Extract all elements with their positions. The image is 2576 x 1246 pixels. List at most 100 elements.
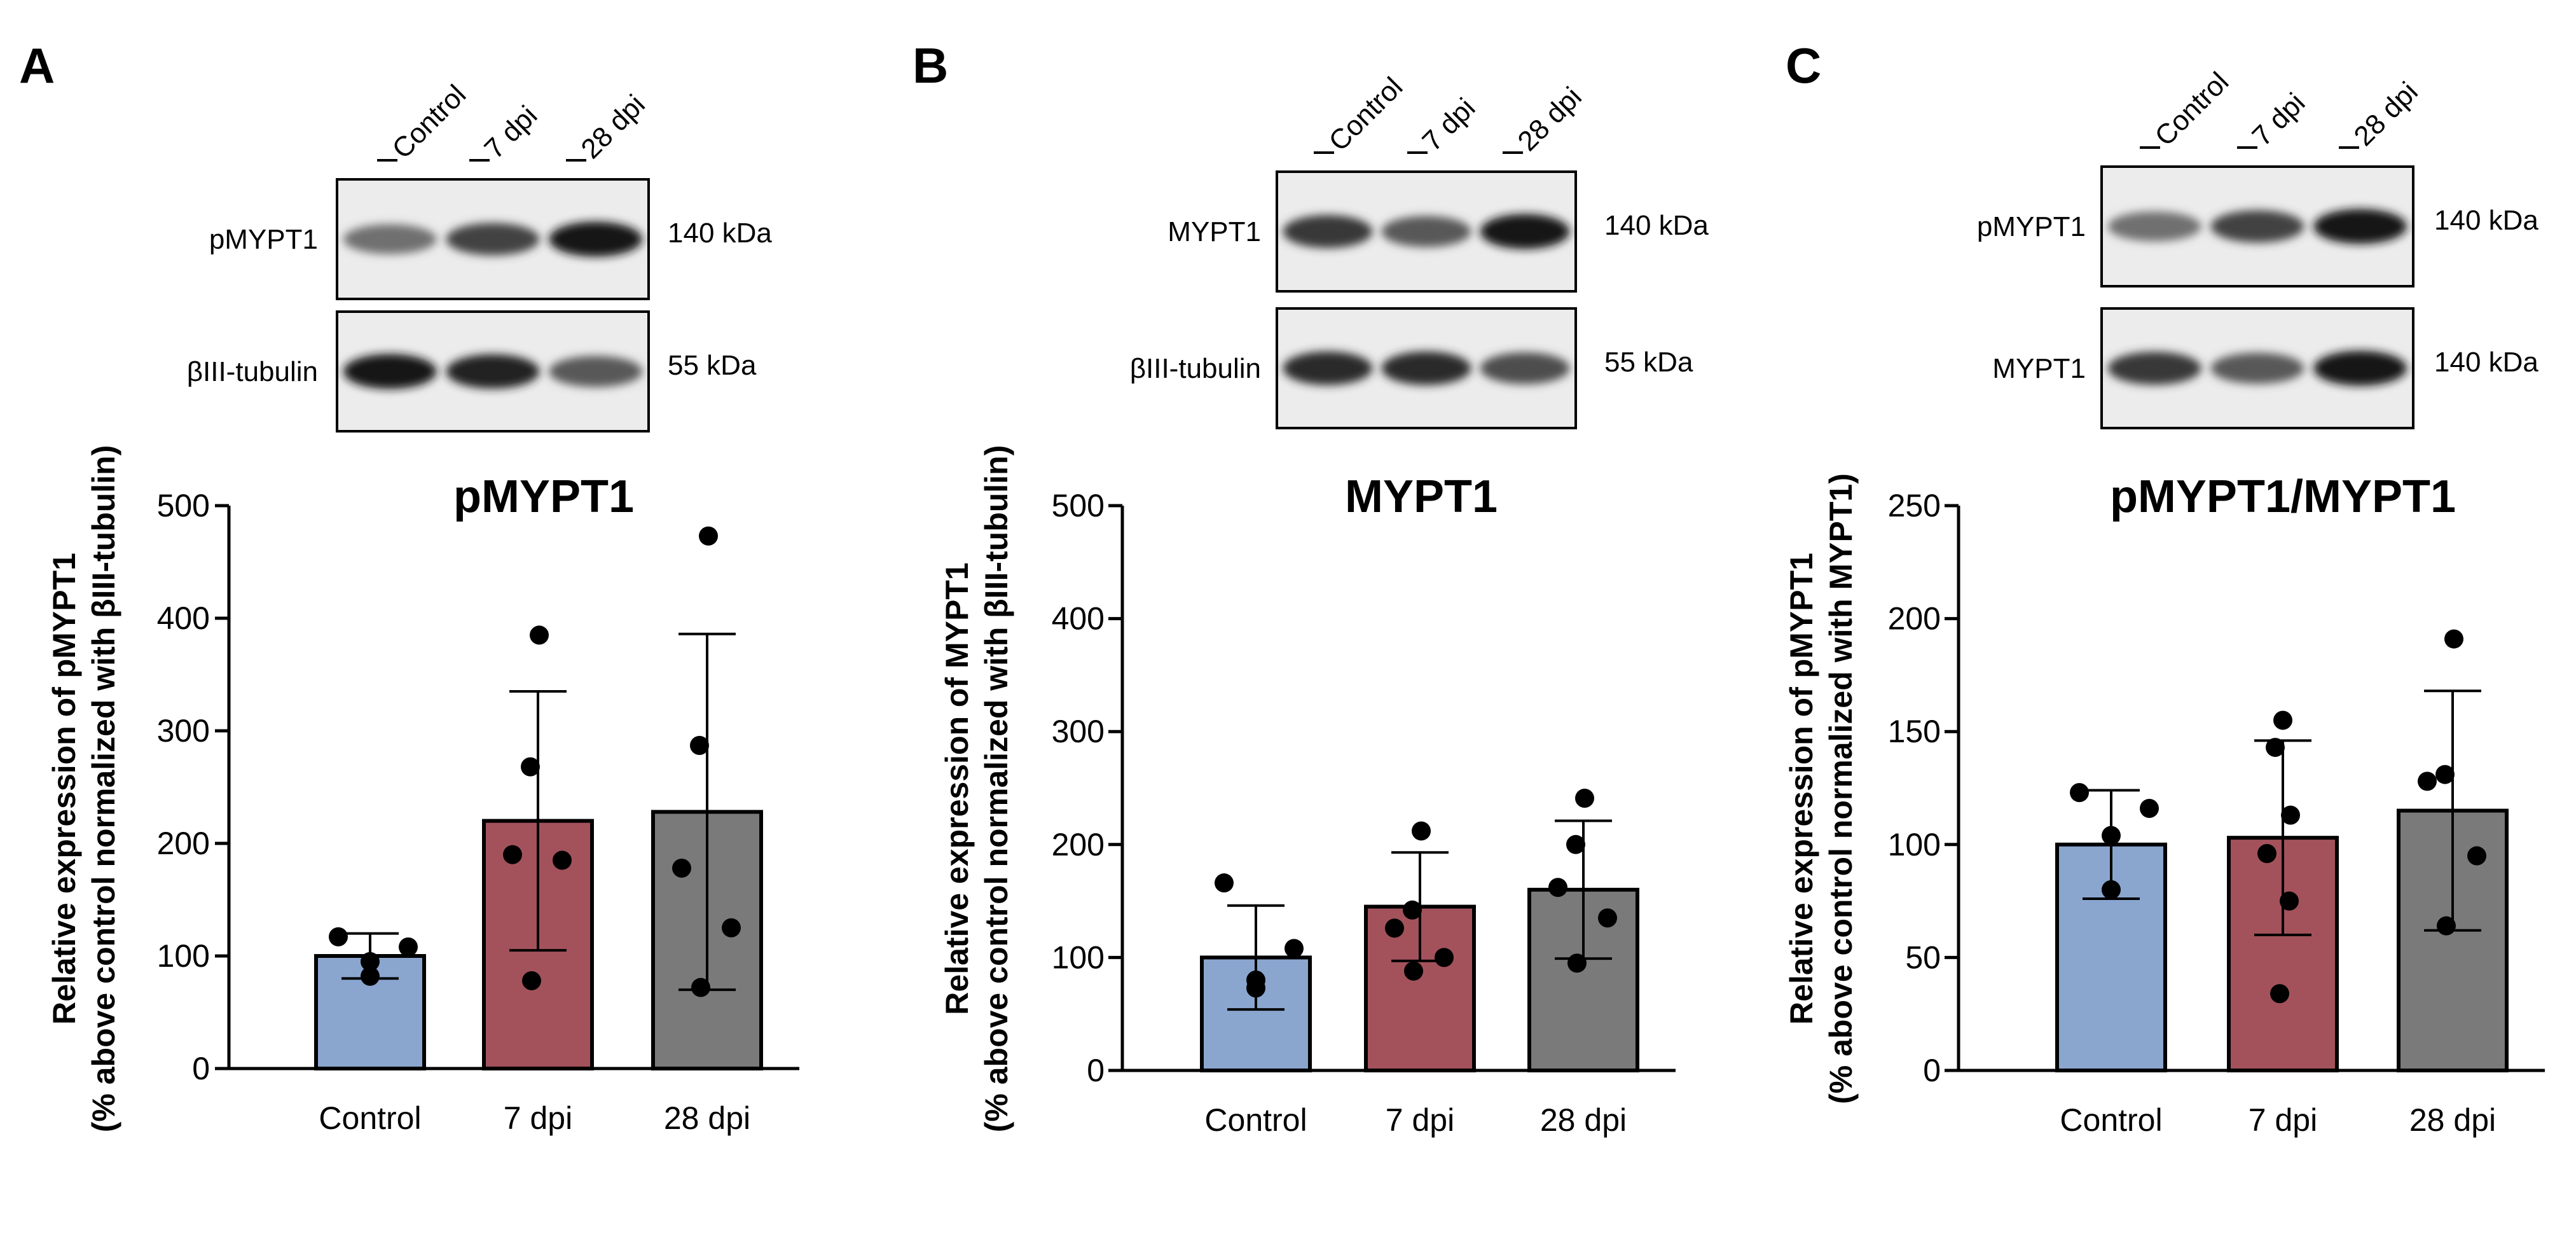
data-point xyxy=(699,526,718,546)
blot-band xyxy=(1480,214,1570,249)
data-point xyxy=(2281,805,2300,825)
chart-title: pMYPT1 xyxy=(453,471,634,522)
blot-band xyxy=(1283,215,1373,248)
data-point xyxy=(2140,798,2159,818)
protein-label: βIII-tubulin xyxy=(1130,353,1261,384)
lane-label-1: 7 dpi xyxy=(1416,92,1481,157)
y-tick-label: 200 xyxy=(157,826,210,861)
lane-label-0: Control xyxy=(386,79,472,165)
data-point xyxy=(2418,772,2437,791)
bar-group-1: 7 dpi xyxy=(2227,710,2339,1138)
data-point xyxy=(1412,821,1431,841)
y-tick-label: 50 xyxy=(1905,939,1941,975)
blot-band xyxy=(2313,209,2407,244)
y-tick-label: 400 xyxy=(157,600,210,636)
blot-band xyxy=(2107,352,2201,385)
data-point xyxy=(2070,783,2089,803)
blot-row: βIII-tubulin 55 kDa xyxy=(1130,307,1693,429)
y-axis-label: Relative expression of pMYPT1 (% above co… xyxy=(46,445,121,1133)
data-point xyxy=(329,927,348,946)
y-axis-label-line1: Relative expression of pMYPT1 xyxy=(1784,553,1819,1025)
data-point xyxy=(522,971,541,990)
protein-label: MYPT1 xyxy=(1167,216,1261,247)
data-point xyxy=(2273,710,2292,730)
data-point xyxy=(361,952,380,971)
data-point xyxy=(2102,880,2121,899)
kda-label: 140 kDa xyxy=(668,218,772,249)
protein-label: pMYPT1 xyxy=(1977,211,2086,242)
y-tick-label: 150 xyxy=(1888,714,1941,749)
data-point xyxy=(1567,953,1587,973)
data-point xyxy=(2437,916,2456,936)
data-point xyxy=(1285,939,1304,959)
y-tick-label: 100 xyxy=(1052,939,1105,975)
x-tick-label: Control xyxy=(1204,1102,1307,1138)
data-point xyxy=(2102,826,2121,845)
chart-title: pMYPT1/MYPT1 xyxy=(2110,471,2456,522)
data-point xyxy=(1246,978,1265,998)
y-tick-label: 250 xyxy=(1888,488,1941,523)
y-axis-label-line2: (% above control normalized with βIII-tu… xyxy=(86,445,121,1133)
data-point xyxy=(1215,873,1234,893)
blot-band xyxy=(1381,351,1471,385)
data-point xyxy=(521,757,540,777)
data-point xyxy=(2257,844,2276,864)
bar-chart: pMYPT1/MYPT1 0 50 100 150 200 250 Relative expr… xyxy=(1784,471,2545,1138)
data-point xyxy=(722,918,741,938)
lane-label-1: 7 dpi xyxy=(2246,87,2311,152)
western-blot: Control 7 dpi 28 dpi MYPT1 140 kDa βIII-tubul… xyxy=(1130,71,1709,429)
data-point xyxy=(690,736,709,756)
y-axis-label: Relative expression of pMYPT1 (% above co… xyxy=(1784,473,1859,1104)
data-point xyxy=(2266,738,2285,758)
x-tick-label: 28 dpi xyxy=(664,1100,750,1136)
y-tick-label: 400 xyxy=(1052,601,1105,637)
protein-label: MYPT1 xyxy=(1992,353,2086,384)
panel-letter: B xyxy=(913,38,948,93)
bar-group-0: Control xyxy=(2055,783,2167,1138)
y-axis-label-line1: Relative expression of MYPT1 xyxy=(939,562,975,1014)
x-tick-label: 28 dpi xyxy=(2409,1102,2496,1138)
blot-band xyxy=(343,354,437,389)
y-tick-label: 0 xyxy=(1923,1053,1941,1088)
bar-chart: pMYPT1 0 100 200 300 400 500 Relative expressio… xyxy=(46,445,799,1136)
y-tick-label: 200 xyxy=(1888,601,1941,637)
y-axis-label-line2: (% above control normalized with MYPT1) xyxy=(1823,473,1859,1104)
data-point xyxy=(1435,948,1454,967)
data-point xyxy=(691,978,710,997)
western-blot: Control 7 dpi 28 dpi pMYPT1 140 kDa MYPT1 140 … xyxy=(1977,66,2538,429)
lane-label-0: Control xyxy=(1323,71,1409,157)
bar-group-1: 7 dpi xyxy=(1364,821,1476,1138)
bar-group-2: 28 dpi xyxy=(651,526,763,1136)
y-axis-label: Relative expression of MYPT1 (% above con… xyxy=(939,445,1014,1133)
lane-label-2: 28 dpi xyxy=(575,89,651,165)
bar-group-2: 28 dpi xyxy=(2397,629,2509,1138)
kda-label: 140 kDa xyxy=(2434,347,2538,378)
panel-letter: A xyxy=(19,38,55,93)
lane-label-0: Control xyxy=(2149,66,2235,152)
blot-band xyxy=(549,221,643,257)
bar-group-0: Control xyxy=(314,927,426,1136)
data-point xyxy=(1548,878,1567,897)
blot-row: MYPT1 140 kDa xyxy=(1992,307,2538,429)
blot-band xyxy=(2210,210,2304,243)
blot-band xyxy=(1381,216,1471,247)
x-tick-label: Control xyxy=(2060,1102,2162,1138)
x-tick-label: Control xyxy=(319,1100,421,1136)
kda-label: 55 kDa xyxy=(668,350,757,381)
kda-label: 140 kDa xyxy=(1604,210,1709,241)
y-tick-label: 300 xyxy=(1052,714,1105,749)
data-point xyxy=(1403,900,1422,920)
y-tick-label: 300 xyxy=(157,713,210,749)
data-point xyxy=(1385,918,1404,938)
bar-group-2: 28 dpi xyxy=(1527,788,1639,1138)
data-point xyxy=(2435,765,2455,784)
data-point xyxy=(1598,908,1617,928)
y-tick-label: 100 xyxy=(1888,827,1941,862)
data-point xyxy=(399,937,418,957)
y-tick-label: 200 xyxy=(1052,827,1105,862)
blot-band xyxy=(446,354,540,389)
